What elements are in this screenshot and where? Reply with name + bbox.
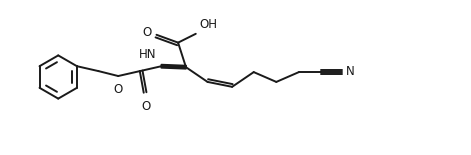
Text: OH: OH — [200, 18, 218, 31]
Text: O: O — [114, 83, 123, 96]
Text: O: O — [141, 100, 150, 113]
Text: N: N — [346, 65, 355, 78]
Text: O: O — [142, 26, 152, 39]
Text: HN: HN — [139, 48, 156, 61]
